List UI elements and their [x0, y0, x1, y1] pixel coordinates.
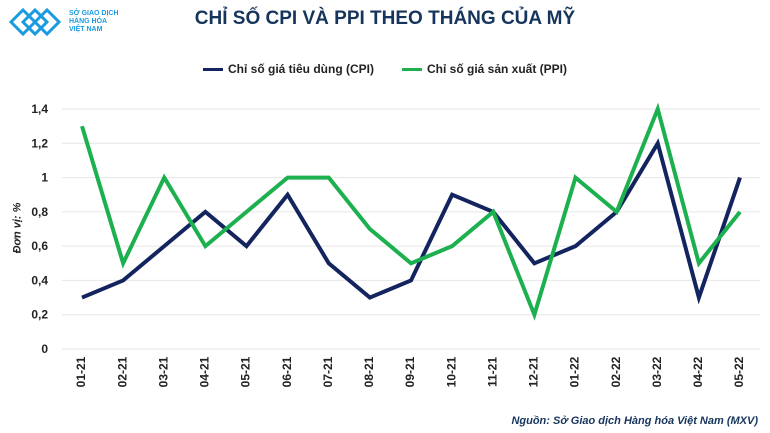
- x-tick-label: 05-22: [732, 356, 746, 387]
- y-tick-label: 0,8: [31, 205, 48, 219]
- legend: Chỉ số giá tiêu dùng (CPI) Chỉ số giá sả…: [0, 62, 770, 76]
- y-tick-label: 0,4: [31, 273, 48, 287]
- logo: SỞ GIAO DỊCH HÀNG HÓA VIỆT NAM: [8, 6, 119, 38]
- x-tick-label: 11-21: [485, 357, 499, 387]
- y-tick-label: 0,2: [31, 308, 48, 322]
- x-tick-label: 02-22: [609, 356, 623, 387]
- logo-line: HÀNG HÓA: [69, 18, 108, 25]
- x-tick-label: 07-21: [321, 356, 335, 387]
- x-tick-label: 02-21: [115, 356, 129, 387]
- chart-title: CHỈ SỐ CPI VÀ PPI THEO THÁNG CỦA MỸ: [194, 8, 576, 29]
- source-note: Nguồn: Sở Giao dịch Hàng hóa Việt Nam (M…: [511, 415, 758, 427]
- legend-label: Chỉ số giá sản xuất (PPI): [426, 62, 568, 76]
- y-tick-label: 0: [41, 342, 48, 356]
- x-tick-label: 03-22: [650, 356, 664, 387]
- logo-line: SỞ GIAO DỊCH: [69, 10, 119, 17]
- x-tick-label: 08-21: [362, 356, 376, 387]
- x-tick-label: 10-21: [444, 356, 458, 387]
- logo-line: VIỆT NAM: [69, 26, 103, 33]
- x-tick-label: 04-21: [198, 356, 212, 387]
- x-tick-label: 09-21: [403, 356, 417, 387]
- y-tick-label: 1: [41, 171, 48, 185]
- y-tick-label: 1,4: [31, 102, 48, 116]
- x-tick-label: 05-21: [239, 356, 253, 387]
- cpi-line: [81, 138, 742, 305]
- legend-item-ppi: Chỉ số giá sản xuất (PPI): [401, 62, 568, 76]
- logo-mark-icon: [8, 7, 62, 37]
- y-tick-label: 1,2: [31, 136, 48, 150]
- legend-swatch: [202, 67, 223, 71]
- legend-label: Chỉ số giá tiêu dùng (CPI): [227, 62, 374, 76]
- x-tick-label: 01-22: [568, 356, 582, 387]
- legend-swatch: [401, 67, 422, 71]
- x-tick-label: 01-21: [74, 356, 88, 387]
- legend-item-cpi: Chỉ số giá tiêu dùng (CPI): [202, 62, 374, 76]
- x-tick-label: 06-21: [280, 356, 294, 387]
- x-tick-label: 03-21: [156, 356, 170, 387]
- x-tick-label: 12-21: [527, 356, 541, 387]
- y-tick-label: 0,6: [31, 239, 48, 253]
- x-tick-label: 04-22: [691, 356, 705, 387]
